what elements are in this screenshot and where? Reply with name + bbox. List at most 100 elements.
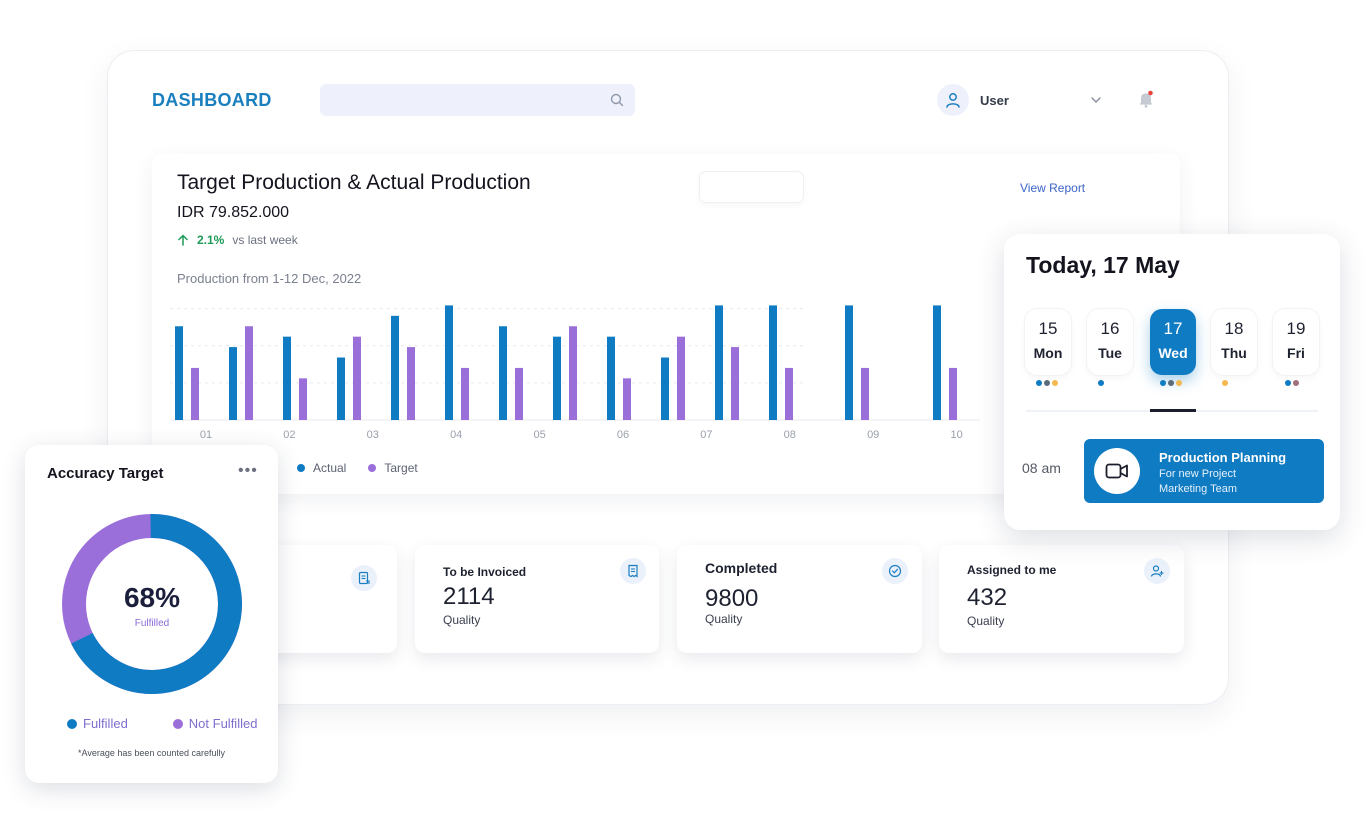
video-icon[interactable] [1094, 448, 1140, 494]
day-weekday: Thu [1221, 345, 1247, 361]
growth-text: vs last week [232, 233, 298, 247]
day-event-dots [1098, 380, 1104, 386]
legend-target-label: Target [384, 461, 418, 475]
x-tick-label: 05 [533, 429, 545, 441]
legend-fulfilled-label: Fulfilled [83, 716, 128, 731]
avatar[interactable] [937, 84, 969, 116]
chart-legend: Actual Target [297, 461, 418, 475]
search-input[interactable] [320, 84, 635, 116]
accuracy-legend: Fulfilled Not Fulfilled [67, 716, 257, 731]
donut-fulfilled-slice [61, 514, 242, 694]
legend-actual-label: Actual [313, 461, 347, 475]
growth-indicator: 2.1% vs last week [177, 233, 298, 247]
user-icon [946, 93, 960, 108]
arrow-up-icon [178, 234, 188, 246]
day-weekday: Tue [1098, 345, 1122, 361]
bar-actual [391, 315, 399, 420]
calendar-day-16[interactable]: 16 Tue [1087, 309, 1133, 375]
bar-actual [337, 357, 345, 420]
document-icon [351, 565, 377, 591]
bar-actual [715, 305, 723, 420]
bar-actual [175, 326, 183, 420]
stat-label: Assigned to me [967, 563, 1057, 577]
stat-value: 2114 [443, 583, 495, 610]
x-tick-label: 08 [784, 429, 796, 441]
day-weekday: Mon [1033, 345, 1063, 361]
stat-card-assigned[interactable]: Assigned to me 432 Quality [939, 545, 1184, 653]
search-icon[interactable] [609, 92, 625, 108]
day-event-dots [1285, 380, 1299, 386]
calendar-day-18[interactable]: 18 Thu [1211, 309, 1257, 375]
accuracy-title: Accuracy Target [47, 465, 164, 482]
bar-target [949, 367, 957, 420]
bar-actual [845, 305, 853, 420]
calendar-day-17[interactable]: 17 Wed [1150, 309, 1196, 375]
period-filter[interactable] [700, 172, 803, 202]
day-number: 16 [1100, 319, 1120, 338]
accuracy-donut [61, 514, 242, 694]
x-tick-label: 03 [367, 429, 379, 441]
user-add-icon [1144, 558, 1170, 584]
bar-target [353, 336, 361, 420]
legend-actual-dot [297, 464, 305, 472]
stat-label: Completed [705, 560, 778, 576]
stat-sub: Quality [705, 612, 743, 626]
stat-value: 432 [967, 584, 1008, 611]
x-tick-label: 06 [617, 429, 629, 441]
event-time: 08 am [1022, 460, 1061, 476]
x-tick-label: 10 [950, 429, 962, 441]
growth-value: 2.1% [197, 233, 225, 247]
day-number: 15 [1038, 319, 1058, 338]
day-number: 18 [1224, 319, 1244, 338]
bell-icon[interactable] [1136, 89, 1156, 109]
bar-target [461, 367, 469, 420]
bar-actual [553, 336, 561, 420]
calendar-selected-indicator [1150, 409, 1196, 412]
event-line-2: Marketing Team [1159, 483, 1238, 495]
event-line-1: For new Project [1159, 468, 1237, 480]
bar-target [677, 336, 685, 420]
day-weekday: Wed [1158, 345, 1188, 361]
chevron-down-icon[interactable] [1089, 93, 1103, 107]
bar-target [785, 367, 793, 420]
legend-target: Target [368, 461, 418, 475]
user-name[interactable]: User [980, 93, 1009, 108]
calendar-day-19[interactable]: 19 Fri [1273, 309, 1319, 375]
bar-target [623, 378, 631, 420]
chart-title: Target Production & Actual Production [177, 171, 531, 194]
stat-value: 9800 [705, 585, 759, 612]
accuracy-percent: 68% [123, 582, 181, 613]
x-tick-label: 04 [450, 429, 462, 441]
bar-target [299, 378, 307, 420]
view-report-link[interactable]: View Report [1020, 181, 1086, 195]
bar-target [861, 367, 869, 420]
stat-sub: Quality [967, 614, 1005, 628]
bar-target [731, 347, 739, 420]
bar-actual [283, 336, 291, 420]
bar-actual [933, 305, 941, 420]
calendar-title: Today, 17 May [1026, 252, 1180, 278]
bar-actual [607, 336, 615, 420]
check-circle-icon [882, 558, 908, 584]
dashboard-title: DASHBOARD [152, 90, 272, 110]
accuracy-note: *Average has been counted carefully [78, 748, 225, 758]
day-weekday: Fri [1287, 345, 1305, 361]
more-options-icon[interactable]: ••• [238, 462, 258, 479]
chart-amount: IDR 79.852.000 [177, 204, 290, 221]
stat-card-invoiced[interactable]: To be Invoiced 2114 Quality [415, 545, 659, 653]
bar-actual [445, 305, 453, 420]
day-event-dots [1160, 380, 1182, 386]
stat-label: To be Invoiced [443, 565, 527, 579]
stat-card-completed[interactable]: Completed 9800 Quality [677, 545, 922, 653]
bar-target [245, 326, 253, 420]
x-tick-label: 09 [867, 429, 879, 441]
stat-sub: Quality [443, 613, 481, 627]
legend-not-fulfilled: Not Fulfilled [172, 716, 257, 731]
invoice-icon [620, 558, 646, 584]
legend-actual: Actual [297, 461, 346, 475]
x-tick-label: 01 [200, 429, 212, 441]
event-description: For new Project Marketing Team [1159, 467, 1237, 497]
bar-target [569, 326, 577, 420]
day-event-dots [1222, 380, 1228, 386]
calendar-day-15[interactable]: 15 Mon [1025, 309, 1071, 375]
